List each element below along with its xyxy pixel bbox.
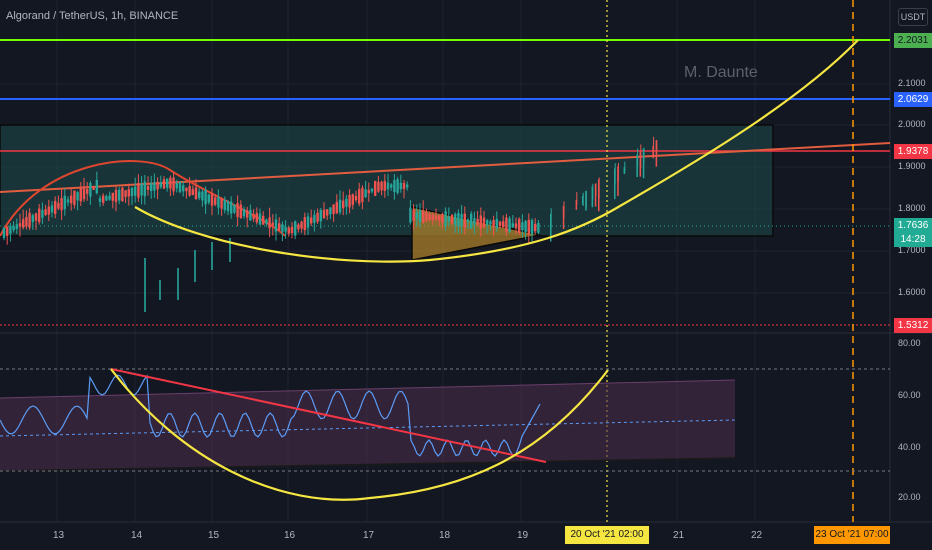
time-tick: 17 (363, 530, 375, 541)
author-watermark: M. Daunte (684, 64, 758, 81)
time-tick: 15 (208, 530, 220, 541)
rsi-trendline[interactable] (110, 368, 547, 463)
symbol-title: Algorand / TetherUS, 1h, BINANCE (6, 10, 179, 22)
time-tick: 22 (751, 530, 763, 541)
time-tick: 19 (517, 530, 529, 541)
cup-curve-price[interactable] (134, 39, 859, 263)
time-tick: 13 (53, 530, 65, 541)
candle-countdown-label: 14:28 (894, 232, 932, 247)
price-tick: 2.0000 (898, 119, 926, 129)
price-tick: 1.9000 (898, 161, 926, 171)
currency-unit-button[interactable]: USDT (898, 8, 928, 26)
range-box[interactable] (0, 124, 774, 237)
rsi-tick: 80.00 (898, 338, 921, 348)
price-tick: 1.8000 (898, 203, 926, 213)
price-label-red: 1.9378 (894, 144, 932, 159)
price-tick: 1.7000 (898, 245, 926, 255)
rsi-tick: 60.00 (898, 390, 921, 400)
price-label-support: 1.5312 (894, 318, 932, 333)
time-tick: 18 (439, 530, 451, 541)
time-tick: 14 (131, 530, 143, 541)
price-label-blue: 2.0629 (894, 92, 932, 107)
rsi-channel-bottom (0, 457, 736, 472)
current-price-label: 1.7636 (894, 218, 932, 233)
price-tick: 2.1000 (898, 78, 926, 88)
price-label-green: 2.2031 (894, 33, 932, 48)
rsi-mid-band (0, 419, 736, 437)
triangle-pattern[interactable] (411, 206, 541, 261)
marker-time-label: 23 Oct '21 07:00 (814, 526, 890, 544)
cup-curve-rsi[interactable] (110, 368, 609, 501)
candlesticks (2, 136, 658, 312)
rsi-channel-top (0, 379, 736, 399)
price-tick: 1.6000 (898, 287, 926, 297)
rsi-channel[interactable] (0, 380, 735, 471)
time-tick: 21 (673, 530, 685, 541)
time-tick: 16 (284, 530, 296, 541)
crosshair-time-label: 20 Oct '21 02:00 (565, 526, 649, 544)
rsi-tick: 20.00 (898, 492, 921, 502)
rsi-tick: 40.00 (898, 442, 921, 452)
